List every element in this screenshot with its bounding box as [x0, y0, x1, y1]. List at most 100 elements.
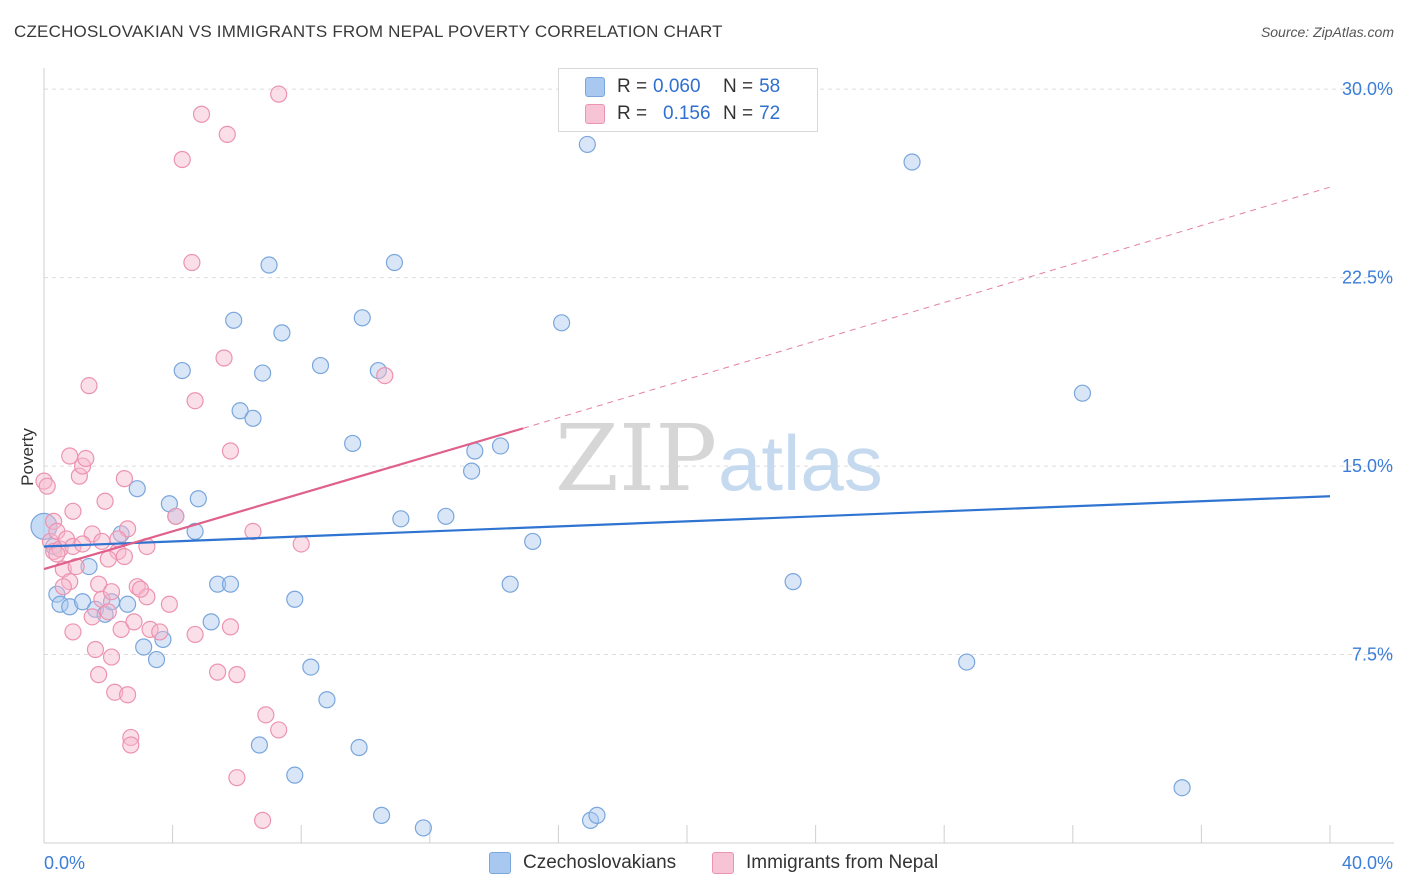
y-tick-labels: 7.5% 15.0% 22.5% 30.0% — [1342, 79, 1393, 664]
n-label: N = — [723, 103, 754, 124]
data-point — [588, 806, 606, 824]
n-value: 72 — [759, 103, 781, 124]
data-point — [225, 311, 243, 329]
data-point — [414, 819, 432, 837]
data-point — [250, 736, 269, 754]
data-point — [784, 573, 802, 591]
data-point — [466, 442, 484, 460]
data-point — [254, 811, 272, 829]
data-point — [64, 623, 82, 641]
pink-swatch — [712, 852, 734, 874]
data-point — [112, 620, 130, 639]
data-point — [135, 638, 153, 656]
correlation-legend: R = 0.060 N = 58 R = 0.156 N = 72 — [558, 68, 818, 132]
trend-line-extension — [522, 186, 1331, 429]
data-point — [35, 472, 53, 490]
data-point — [64, 502, 82, 520]
data-point — [270, 85, 288, 103]
legend-label: Immigrants from Nepal — [746, 852, 939, 873]
series-legend: Czechoslovakians Immigrants from Nepal — [0, 852, 1406, 876]
data-point — [524, 532, 542, 551]
data-point — [106, 683, 124, 701]
data-point — [183, 253, 201, 272]
data-point — [491, 437, 510, 455]
data-point — [385, 253, 404, 272]
data-point — [221, 442, 240, 460]
data-point — [228, 769, 246, 787]
y-axis-label: Poverty — [18, 428, 37, 486]
data-point — [286, 590, 304, 608]
data-point — [186, 625, 204, 644]
data-point — [273, 324, 291, 342]
data-point — [186, 522, 204, 541]
data-point — [578, 135, 596, 154]
data-point — [115, 547, 133, 566]
data-point — [48, 545, 66, 563]
x-tick-label: 0.0% — [44, 853, 85, 873]
data-point — [344, 434, 362, 453]
watermark-atlas: atlas — [718, 419, 883, 507]
data-point — [141, 620, 159, 639]
data-point — [286, 766, 304, 784]
y-tick-label: 30.0% — [1342, 79, 1393, 99]
legend-label: Czechoslovakians — [523, 852, 677, 873]
data-point — [228, 666, 246, 684]
chart-title: CZECHOSLOVAKIAN VS IMMIGRANTS FROM NEPAL… — [14, 22, 723, 41]
data-point — [54, 578, 72, 596]
data-point — [1173, 779, 1191, 797]
data-point — [1073, 384, 1092, 402]
data-point — [292, 535, 310, 553]
trend-line — [43, 427, 524, 571]
legend-row-immigrants-from-nepal: R = 0.156 N = 72 — [585, 100, 780, 128]
data-point — [462, 462, 481, 480]
grid-lines — [44, 88, 1394, 656]
legend-row-czechoslovakians: R = 0.060 N = 58 — [585, 73, 780, 101]
data-point — [270, 721, 288, 739]
data-point — [221, 575, 240, 593]
data-point — [218, 125, 236, 143]
data-point — [260, 256, 278, 274]
n-label: N = — [723, 76, 754, 97]
data-point — [77, 449, 95, 468]
data-point — [131, 580, 150, 598]
y-tick-label: 7.5% — [1352, 645, 1393, 665]
data-point — [553, 314, 571, 332]
data-point — [186, 392, 204, 410]
data-point — [38, 477, 56, 495]
data-point — [125, 613, 143, 631]
data-point — [51, 595, 69, 613]
data-point — [93, 532, 111, 551]
data-point — [254, 364, 272, 382]
data-point — [221, 618, 240, 636]
data-point — [80, 377, 98, 395]
data-point — [257, 706, 275, 724]
data-point — [501, 575, 519, 593]
data-point — [96, 492, 114, 510]
data-point — [160, 595, 178, 613]
data-point — [45, 512, 63, 530]
data-point — [215, 349, 233, 367]
r-label: R = — [617, 103, 648, 124]
trend-lines — [43, 186, 1331, 571]
data-point — [83, 608, 101, 626]
legend-item-czechoslovakians[interactable]: Czechoslovakians — [489, 852, 676, 874]
watermark-zip: ZIP — [555, 405, 717, 512]
data-point — [189, 490, 207, 508]
data-point — [61, 598, 79, 616]
data-point — [244, 409, 262, 427]
data-point — [147, 650, 166, 669]
legend-item-immigrants-from-nepal[interactable]: Immigrants from Nepal — [712, 852, 938, 874]
watermark: ZIP atlas — [555, 405, 883, 512]
n-value: 58 — [759, 76, 781, 97]
data-point — [80, 557, 98, 576]
data-point — [376, 367, 394, 385]
data-point — [128, 480, 146, 498]
data-point — [73, 593, 92, 611]
data-point — [102, 648, 121, 666]
data-point — [102, 583, 121, 601]
r-value: 0.060 — [653, 76, 701, 97]
y-tick-label: 15.0% — [1342, 456, 1393, 476]
data-point — [202, 613, 220, 631]
data-point — [70, 467, 88, 485]
